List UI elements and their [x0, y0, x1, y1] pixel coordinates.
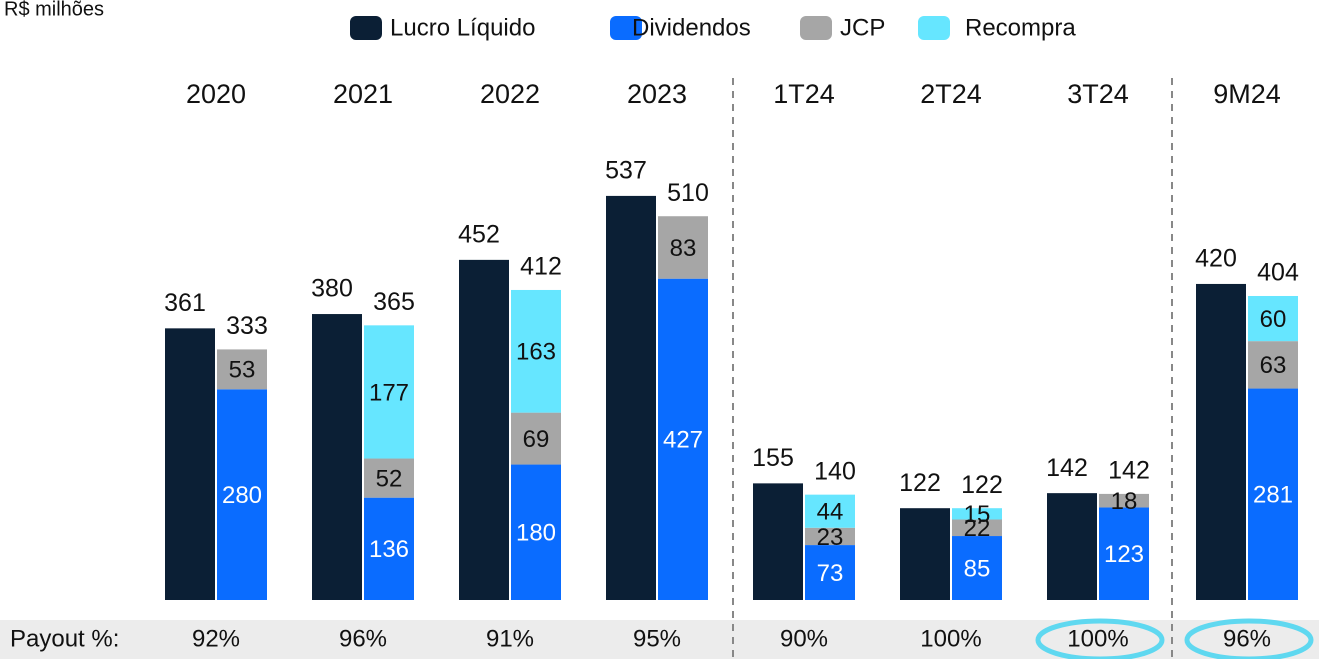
segment-label: 281 — [1253, 482, 1293, 509]
segment-label: 18 — [1111, 488, 1138, 515]
segment-label: 83 — [670, 235, 697, 262]
bar — [459, 259, 509, 600]
bar-segment — [805, 545, 855, 600]
category-label: 1T24 — [773, 79, 835, 109]
legend-swatch — [800, 16, 832, 40]
total-label: 333 — [226, 312, 268, 340]
category-label: 2023 — [627, 79, 687, 109]
segment-label: 60 — [1260, 306, 1287, 333]
category-label: 2022 — [480, 79, 540, 109]
bar — [312, 314, 362, 600]
total-label: 142 — [1108, 457, 1150, 485]
segment-label: 85 — [964, 555, 991, 582]
bar-segment — [511, 464, 561, 600]
bar-segment — [805, 494, 855, 528]
payout-value: 96% — [339, 625, 387, 652]
highlight — [1035, 618, 1165, 659]
segment-label: 52 — [376, 465, 403, 492]
bar-segment — [952, 536, 1002, 600]
bar — [1047, 493, 1097, 600]
bar-segment — [217, 349, 267, 390]
payout-value: 90% — [780, 625, 828, 652]
bar-segment — [1099, 493, 1149, 508]
payout-value: 96% — [1223, 625, 1271, 652]
bar — [900, 508, 950, 600]
payout-value: 100% — [920, 625, 981, 652]
bar-segment — [658, 278, 708, 600]
bar-segment — [658, 216, 708, 279]
segment-label: 180 — [516, 520, 556, 547]
bar — [753, 483, 803, 600]
bar — [165, 328, 215, 600]
category-label: 2021 — [333, 79, 393, 109]
data-label: 155 — [752, 444, 794, 472]
total-label: 140 — [814, 457, 856, 485]
data-label: 122 — [899, 469, 941, 497]
legend-swatch — [350, 16, 382, 40]
segment-label: 427 — [663, 427, 703, 454]
legend-label: Lucro Líquido — [390, 14, 535, 41]
payout-label: Payout %: — [10, 625, 119, 652]
data-label: 361 — [164, 289, 206, 317]
bar-segment — [805, 527, 855, 546]
bar-segment — [952, 508, 1002, 520]
bar-segment — [1248, 341, 1298, 389]
total-label: 404 — [1257, 259, 1299, 287]
payout-value: 100% — [1067, 625, 1128, 652]
bar-segment — [364, 325, 414, 459]
segment-label: 163 — [516, 339, 556, 366]
payout-value: 92% — [192, 625, 240, 652]
data-label: 537 — [605, 157, 647, 185]
total-label: 122 — [961, 471, 1003, 499]
bar-segment — [364, 497, 414, 600]
segment-label: 73 — [817, 560, 844, 587]
segment-label: 136 — [369, 536, 409, 563]
category-label: 9M24 — [1213, 79, 1281, 109]
legend-label: Dividendos — [632, 14, 751, 41]
payout-value: 95% — [633, 625, 681, 652]
bar-segment — [1248, 388, 1298, 600]
bar-segment — [217, 389, 267, 600]
segment-label: 23 — [817, 524, 844, 551]
segment-label: 22 — [964, 515, 991, 542]
total-label: 412 — [520, 253, 562, 281]
bar — [606, 195, 656, 600]
payout-value: 91% — [486, 625, 534, 652]
category-label: 3T24 — [1067, 79, 1129, 109]
bar-segment — [1248, 295, 1298, 342]
segment-label: 63 — [1260, 352, 1287, 379]
segment-label: 44 — [817, 499, 844, 526]
category-label: 2T24 — [920, 79, 982, 109]
bar-segment — [1099, 507, 1149, 600]
payout-band — [0, 620, 1319, 659]
bar-segment — [952, 519, 1002, 537]
segment-label: 53 — [229, 357, 256, 384]
segment-label: 123 — [1104, 541, 1144, 568]
segment-label: 177 — [369, 379, 409, 406]
data-label: 380 — [311, 275, 353, 303]
legend-swatch — [610, 16, 642, 40]
bar-segment — [511, 289, 561, 413]
legend-label: Recompra — [965, 14, 1076, 41]
segment-label: 15 — [964, 501, 991, 528]
highlight — [1184, 618, 1314, 659]
unit-label: R$ milhões — [4, 0, 104, 20]
total-label: 510 — [667, 179, 709, 207]
category-label: 2020 — [186, 79, 246, 109]
bar-segment — [364, 458, 414, 498]
legend-swatch — [918, 16, 950, 40]
legend-label: JCP — [840, 14, 885, 41]
bar-segment — [511, 412, 561, 465]
segment-label: 69 — [523, 426, 550, 453]
data-label: 420 — [1195, 245, 1237, 273]
bar — [1196, 283, 1246, 600]
data-label: 452 — [458, 220, 500, 248]
total-label: 365 — [373, 288, 415, 316]
data-label: 142 — [1046, 454, 1088, 482]
segment-label: 280 — [222, 482, 262, 509]
